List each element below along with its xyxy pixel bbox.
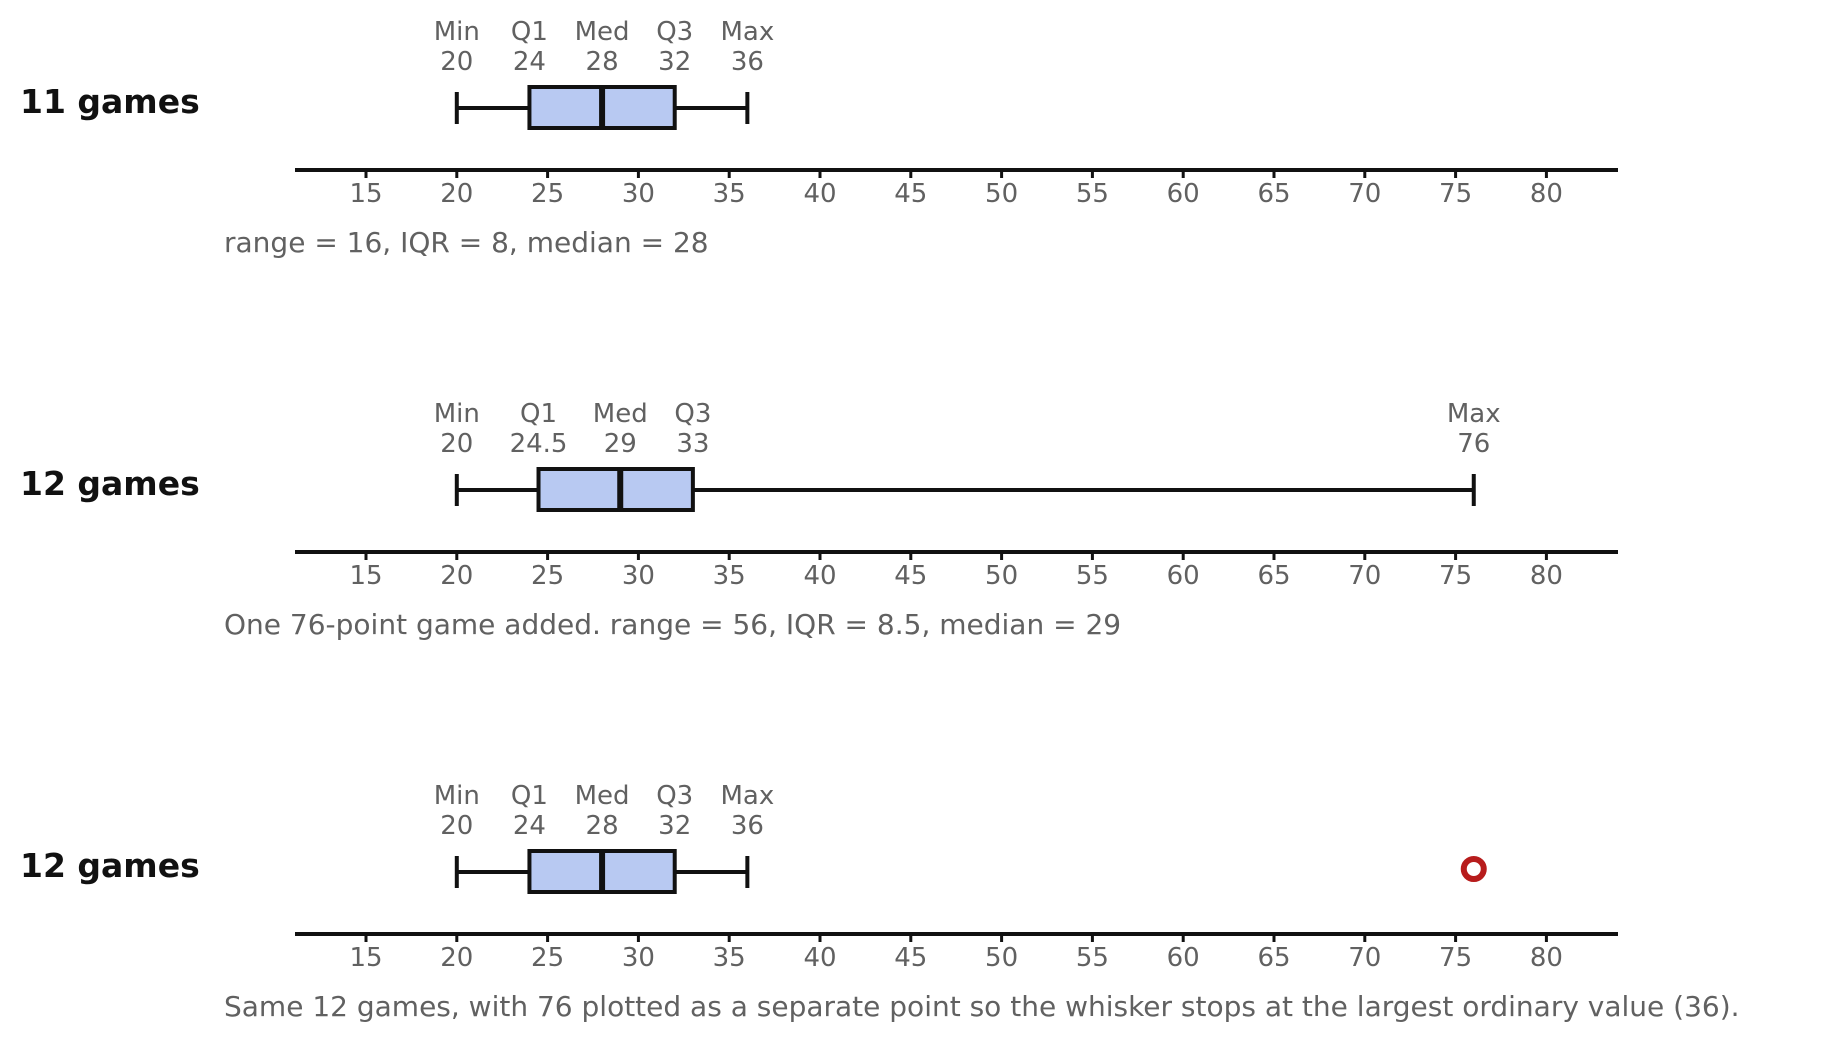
x-tick-label: 35 <box>713 943 746 973</box>
x-tick-label: 20 <box>440 561 473 591</box>
x-tick-label: 15 <box>349 179 382 209</box>
stat-name-q3: Q3 <box>674 399 711 429</box>
x-tick-label: 45 <box>894 943 927 973</box>
stat-value-q1: 24 <box>513 47 546 77</box>
x-tick-label: 75 <box>1439 561 1472 591</box>
stat-value-min: 20 <box>440 47 473 77</box>
x-tick-label: 15 <box>349 561 382 591</box>
stat-value-min: 20 <box>440 811 473 841</box>
x-tick-label: 50 <box>985 561 1018 591</box>
x-tick-label: 65 <box>1257 179 1290 209</box>
stat-value-med: 28 <box>586 47 619 77</box>
x-tick-label: 55 <box>1076 561 1109 591</box>
stat-name-max: Max <box>720 781 774 811</box>
stat-name-min: Min <box>434 399 480 429</box>
stat-value-q1: 24 <box>513 811 546 841</box>
stat-value-q3: 32 <box>658 47 691 77</box>
x-tick-label: 30 <box>622 561 655 591</box>
stat-name-med: Med <box>593 399 648 429</box>
x-tick-label: 70 <box>1348 561 1381 591</box>
x-tick-label: 25 <box>531 561 564 591</box>
x-tick-label: 75 <box>1439 943 1472 973</box>
stat-name-min: Min <box>434 17 480 47</box>
panel-title: 12 games <box>20 464 200 503</box>
stat-name-max: Max <box>1447 399 1501 429</box>
panel-caption: range = 16, IQR = 8, median = 28 <box>224 226 709 259</box>
stat-name-min: Min <box>434 781 480 811</box>
x-tick-label: 55 <box>1076 179 1109 209</box>
x-tick-label: 15 <box>349 943 382 973</box>
x-tick-label: 45 <box>894 561 927 591</box>
outlier-point <box>1460 856 1487 882</box>
iqr-box <box>536 467 695 512</box>
x-tick-label: 20 <box>440 943 473 973</box>
stat-value-max: 76 <box>1457 429 1490 459</box>
x-tick-label: 25 <box>531 179 564 209</box>
panel-caption: Same 12 games, with 76 plotted as a sepa… <box>224 990 1740 1023</box>
x-tick-label: 60 <box>1167 943 1200 973</box>
x-tick-label: 65 <box>1257 943 1290 973</box>
x-tick-label: 40 <box>803 943 836 973</box>
panel-title: 11 games <box>20 82 200 121</box>
x-tick-label: 40 <box>803 561 836 591</box>
stat-value-q3: 33 <box>676 429 709 459</box>
x-tick-label: 30 <box>622 179 655 209</box>
stat-name-q1: Q1 <box>511 781 548 811</box>
stat-name-max: Max <box>720 17 774 47</box>
x-tick-label: 50 <box>985 179 1018 209</box>
stat-name-q3: Q3 <box>656 781 693 811</box>
x-tick-label: 80 <box>1530 179 1563 209</box>
x-tick-label: 30 <box>622 943 655 973</box>
stat-value-min: 20 <box>440 429 473 459</box>
stat-name-med: Med <box>575 781 630 811</box>
x-tick-label: 60 <box>1167 179 1200 209</box>
x-tick-label: 55 <box>1076 943 1109 973</box>
stat-value-max: 36 <box>731 47 764 77</box>
x-tick-label: 35 <box>713 179 746 209</box>
stat-value-med: 28 <box>586 811 619 841</box>
stat-name-q3: Q3 <box>656 17 693 47</box>
stat-name-med: Med <box>575 17 630 47</box>
x-tick-label: 70 <box>1348 943 1381 973</box>
x-tick-label: 25 <box>531 943 564 973</box>
stat-value-med: 29 <box>604 429 637 459</box>
panel-caption: One 76-point game added. range = 56, IQR… <box>224 608 1121 641</box>
x-tick-label: 60 <box>1167 561 1200 591</box>
stat-value-q1: 24.5 <box>510 429 568 459</box>
x-tick-label: 20 <box>440 179 473 209</box>
x-tick-label: 35 <box>713 561 746 591</box>
x-tick-label: 50 <box>985 943 1018 973</box>
x-tick-label: 65 <box>1257 561 1290 591</box>
x-tick-label: 45 <box>894 179 927 209</box>
x-tick-label: 80 <box>1530 943 1563 973</box>
x-tick-label: 70 <box>1348 179 1381 209</box>
panel-title: 12 games <box>20 846 200 885</box>
stat-value-max: 36 <box>731 811 764 841</box>
stat-name-q1: Q1 <box>511 17 548 47</box>
stat-name-q1: Q1 <box>520 399 557 429</box>
x-tick-label: 40 <box>803 179 836 209</box>
stat-value-q3: 32 <box>658 811 691 841</box>
x-tick-label: 75 <box>1439 179 1472 209</box>
x-tick-label: 80 <box>1530 561 1563 591</box>
